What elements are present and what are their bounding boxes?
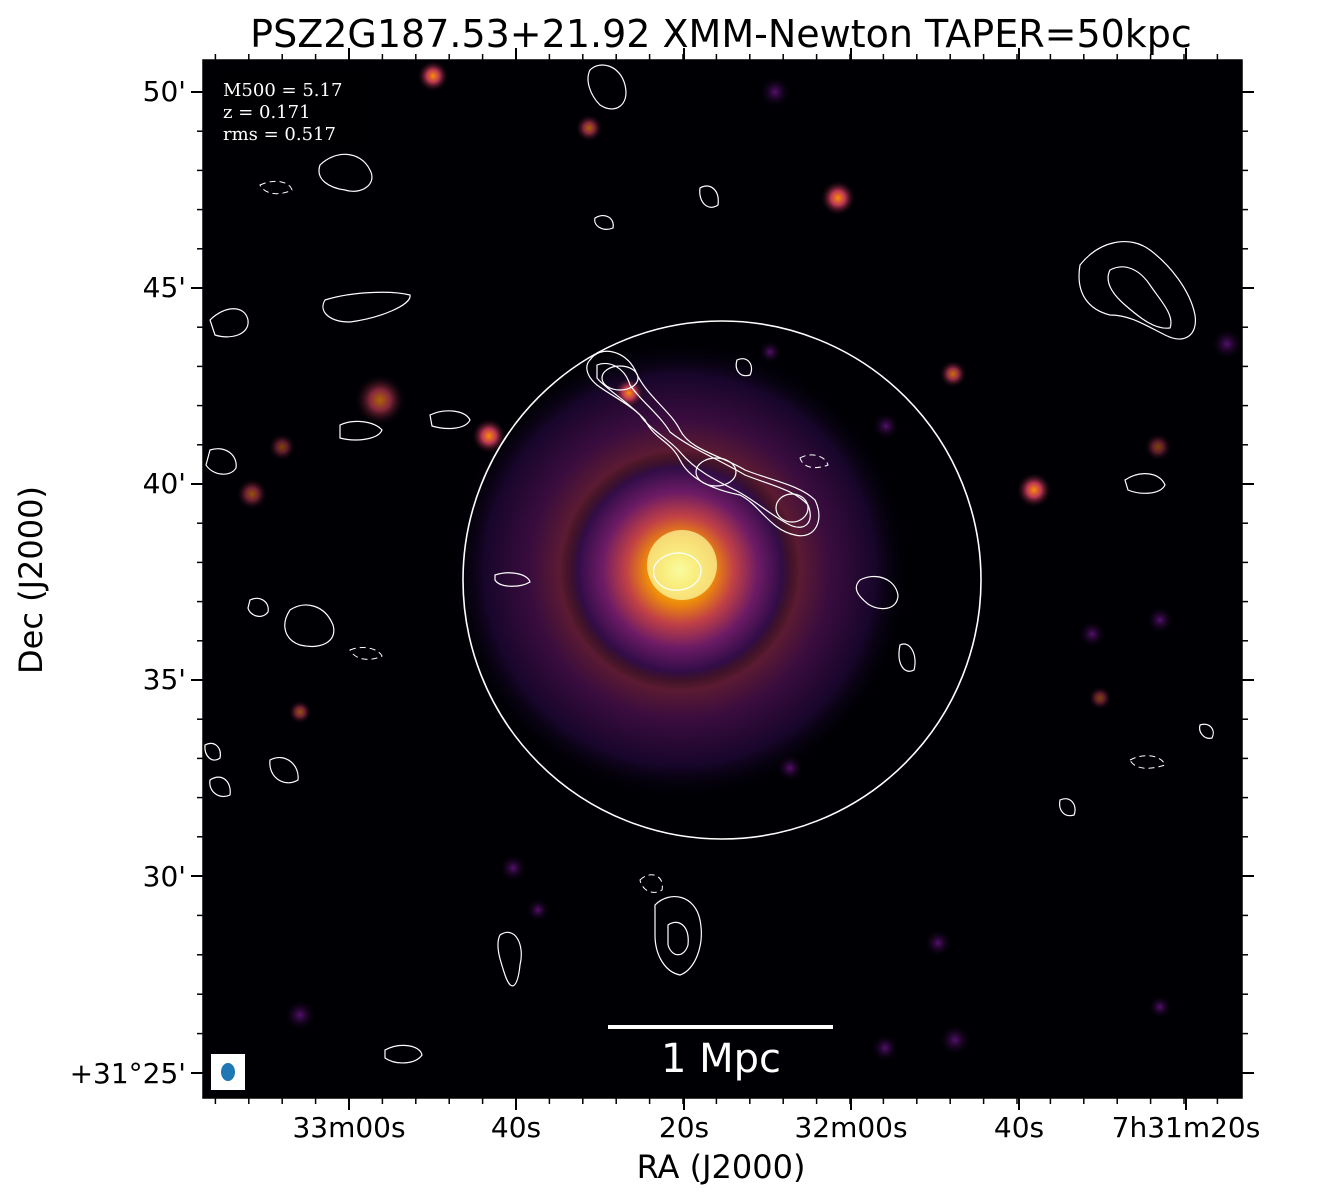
- scale-bar-label: 1 Mpc: [661, 1036, 781, 1082]
- contour-south-source-inner: [667, 921, 689, 956]
- negative-contours: [259, 180, 1166, 893]
- point-source: [268, 433, 296, 461]
- x-axis-label: RA (J2000): [637, 1148, 806, 1186]
- contour-small: [284, 604, 335, 647]
- contour-south-source: [654, 896, 702, 976]
- scale-bar: 1 Mpc: [608, 1025, 833, 1082]
- point-source: [759, 76, 791, 108]
- beam-ellipse: [221, 1063, 235, 1081]
- point-source: [939, 360, 967, 388]
- info-redshift: z = 0.171: [223, 102, 311, 123]
- point-source: [1016, 472, 1052, 508]
- x-tick-label: 40s: [491, 1111, 541, 1144]
- y-tick-label: 30': [143, 860, 186, 893]
- beam-marker: [211, 1054, 245, 1090]
- plot-frame: [202, 59, 1243, 1099]
- contour-core: [653, 552, 702, 591]
- contour-small: [209, 308, 249, 338]
- contour-small: [269, 757, 299, 784]
- contour-ne-source: [1078, 241, 1196, 340]
- point-source: [924, 929, 952, 957]
- y-axis-label: Dec (J2000): [12, 486, 50, 674]
- contour-top-source: [587, 64, 627, 110]
- point-source: [471, 418, 507, 454]
- point-source: [820, 180, 856, 216]
- y-tick-label: 40': [143, 467, 186, 500]
- y-tick-label: 35': [143, 663, 186, 696]
- x-tick-label: 32m00s: [794, 1111, 907, 1144]
- negative-contour: [799, 454, 829, 469]
- image-panel: [203, 60, 1242, 1098]
- y-tick-label: 45': [143, 271, 186, 304]
- point-source: [1146, 606, 1174, 634]
- contour-relic-knot: [601, 365, 639, 391]
- point-source: [1144, 433, 1172, 461]
- info-mass: M500 = 5.17: [223, 80, 342, 101]
- radio-contours: [204, 64, 1214, 1064]
- contour-relic-knot: [695, 457, 737, 487]
- contour-small: [594, 215, 614, 230]
- info-box-background: [214, 72, 370, 146]
- y-tick-label: 50': [143, 75, 186, 108]
- point-source: [776, 754, 804, 782]
- point-source: [236, 478, 268, 510]
- contour-small: [209, 776, 231, 798]
- contour-small: [205, 448, 237, 475]
- x-tick-label: 20s: [659, 1111, 709, 1144]
- contour-small: [735, 358, 753, 377]
- contour-relic-mid: [596, 363, 811, 528]
- point-source: [758, 340, 782, 364]
- contour-small: [497, 931, 522, 987]
- contour-small: [1059, 798, 1076, 817]
- contour-small: [247, 597, 269, 617]
- point-source: [872, 412, 900, 440]
- contour-small: [339, 420, 383, 441]
- contour-small: [429, 410, 471, 430]
- point-source: [526, 898, 550, 922]
- contour-relic-knot: [775, 493, 809, 523]
- contour-small: [699, 185, 719, 208]
- info-box: M500 = 5.17 z = 0.171 rms = 0.517: [214, 72, 370, 146]
- figure-title: PSZ2G187.53+21.92 XMM-Newton TAPER=50kpc: [250, 12, 1192, 56]
- r500-circle: [462, 320, 982, 840]
- x-tick-label: 7h31m20s: [1112, 1111, 1261, 1144]
- y-tick-labels: 50' 45' 40' 35' 30' +31°25': [70, 75, 186, 1090]
- contour-small: [1124, 473, 1166, 494]
- negative-contour: [259, 180, 293, 195]
- point-source: [1078, 620, 1106, 648]
- contour-small: [855, 575, 899, 610]
- contour-small: [322, 291, 411, 323]
- contour-small: [384, 1044, 423, 1064]
- point-source: [575, 114, 603, 142]
- point-source: [284, 999, 316, 1031]
- contour-small: [494, 572, 531, 587]
- point-source: [939, 1024, 971, 1056]
- x-tick-label: 33m00s: [292, 1111, 405, 1144]
- point-source: [354, 374, 406, 426]
- contour-ne-source-inner: [1107, 266, 1172, 329]
- point-source: [417, 60, 449, 92]
- point-source: [288, 700, 312, 724]
- negative-contour: [349, 647, 383, 660]
- cluster-peak: [647, 530, 717, 600]
- contour-nw-source: [318, 153, 373, 192]
- point-source: [1148, 995, 1172, 1019]
- info-rms: rms = 0.517: [223, 124, 336, 145]
- contour-small: [1199, 723, 1214, 739]
- negative-contour: [639, 874, 663, 893]
- negative-contour: [1129, 755, 1166, 769]
- contour-small: [204, 742, 221, 761]
- xray-point-sources: [236, 60, 1242, 1062]
- x-tick-labels: 33m00s 40s 20s 32m00s 40s 7h31m20s: [292, 1111, 1260, 1144]
- point-source: [1211, 328, 1242, 360]
- x-tick-label: 40s: [994, 1111, 1044, 1144]
- point-source: [499, 854, 527, 882]
- point-source: [871, 1034, 899, 1062]
- point-source: [1088, 686, 1112, 710]
- axis-ticks: [191, 48, 1254, 1110]
- y-tick-label: +31°25': [70, 1057, 186, 1090]
- contour-small: [898, 643, 916, 672]
